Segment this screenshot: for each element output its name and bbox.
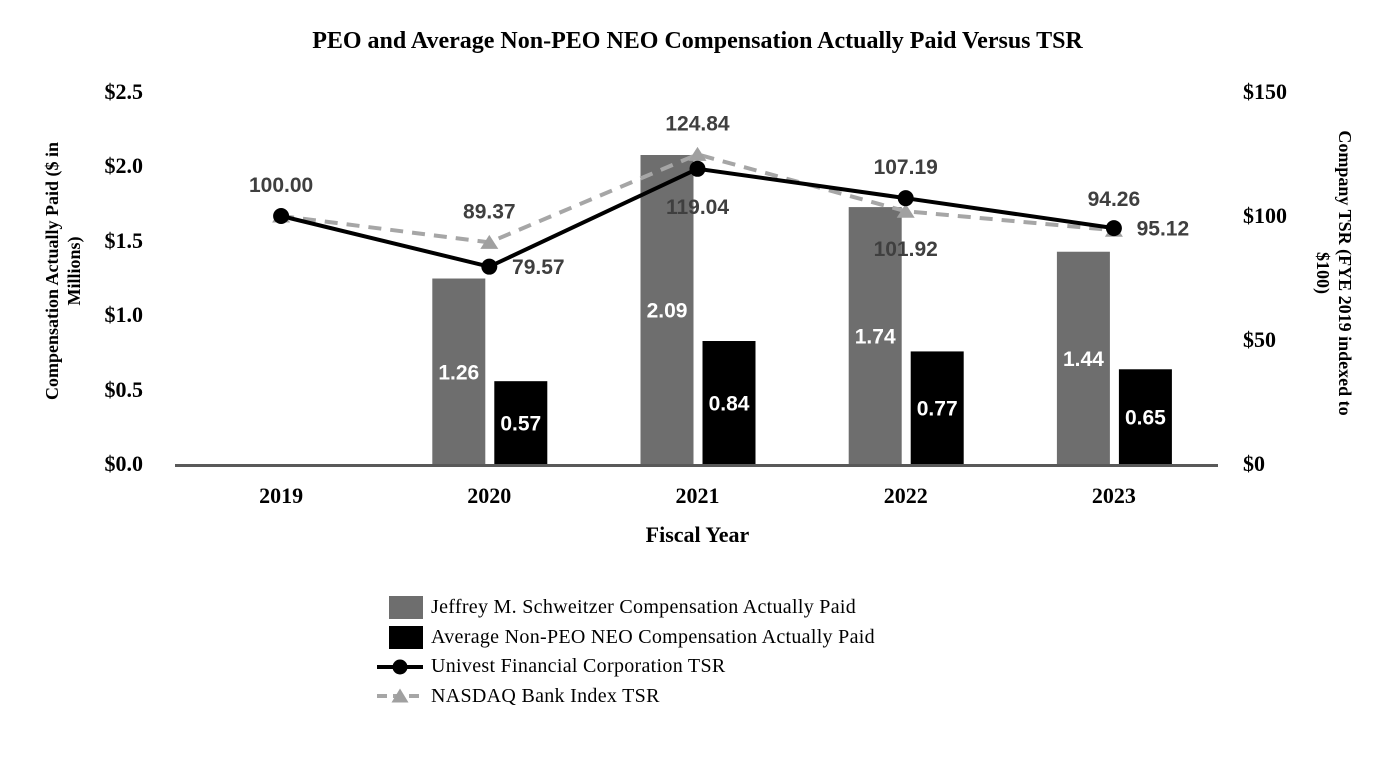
legend-row: Univest Financial Corporation TSR <box>377 652 875 682</box>
line-marker-triangle <box>896 203 915 218</box>
right-axis-tick: $50 <box>1243 327 1276 352</box>
bar-value-label: 0.84 <box>709 393 750 416</box>
left-axis-tick: $1.0 <box>104 302 144 328</box>
line-value-label: 124.84 <box>665 112 730 135</box>
right-axis-tick: $150 <box>1243 79 1287 104</box>
left-axis-tick: $0.0 <box>104 451 144 476</box>
bar-value-label: 1.44 <box>1063 348 1104 371</box>
legend-row: Average Non-PEO NEO Compensation Actuall… <box>377 623 875 653</box>
bar-value-label: 2.09 <box>647 300 688 323</box>
line-marker-circle <box>481 258 498 275</box>
bar <box>432 278 486 466</box>
line-value-label: 107.19 <box>874 156 938 179</box>
legend-label: Univest Financial Corporation TSR <box>431 655 726 678</box>
legend-line-marker <box>377 659 423 675</box>
line-marker-triangle <box>480 234 499 249</box>
line-value-label: 101.92 <box>874 238 938 261</box>
bar-value-label: 0.77 <box>917 398 958 421</box>
chart-title: PEO and Average Non-PEO NEO Compensation… <box>312 28 1083 54</box>
x-axis-tick: 2021 <box>675 483 720 508</box>
legend-bar-swatch <box>389 625 423 649</box>
triangle-marker-icon <box>391 688 409 703</box>
bar <box>1118 369 1172 466</box>
bar <box>640 155 694 466</box>
bar-value-label: 0.57 <box>500 413 541 436</box>
x-axis-tick: 2023 <box>1091 483 1136 508</box>
bar <box>702 341 756 466</box>
legend-bar-swatch <box>389 596 423 620</box>
legend-label: Jeffrey M. Schweitzer Compensation Actua… <box>431 596 857 619</box>
circle-marker-icon <box>392 659 408 675</box>
legend: Jeffrey M. Schweitzer Compensation Actua… <box>377 593 875 711</box>
bar-value-label: 0.65 <box>1125 407 1166 430</box>
bar <box>1056 251 1110 466</box>
bar <box>848 207 902 466</box>
line-marker-circle <box>273 208 290 224</box>
bar <box>494 381 548 466</box>
bar <box>910 351 964 466</box>
right-axis-tick: $100 <box>1243 203 1287 228</box>
legend-row: NASDAQ Bank Index TSR <box>377 682 875 712</box>
line-value-label: 94.26 <box>1088 188 1141 211</box>
line-marker-circle <box>689 160 706 177</box>
line-value-label: 89.37 <box>463 200 516 223</box>
legend-line-marker <box>377 688 423 703</box>
line-value-label: 119.04 <box>666 196 729 219</box>
line-value-label: 100.00 <box>249 174 313 197</box>
x-axis-tick: 2020 <box>467 483 512 508</box>
line-value-label: 95.12 <box>1137 218 1190 241</box>
left-axis-tick: $2.0 <box>104 153 144 179</box>
legend-row: Jeffrey M. Schweitzer Compensation Actua… <box>377 593 875 623</box>
bar-value-label: 1.74 <box>855 326 896 349</box>
left-axis-tick: $0.5 <box>104 376 144 402</box>
legend-label: Average Non-PEO NEO Compensation Actuall… <box>431 625 875 648</box>
bar-value-label: 1.26 <box>438 361 479 384</box>
left-axis-tick: $2.5 <box>104 79 144 104</box>
line-value-label: 79.57 <box>512 256 565 279</box>
line-marker-circle <box>1105 220 1122 237</box>
line-marker-triangle <box>688 146 707 161</box>
left-axis-tick: $1.5 <box>104 227 144 253</box>
x-axis-title: Fiscal Year <box>645 522 750 547</box>
line-marker-circle <box>897 190 914 207</box>
x-axis-tick: 2019 <box>259 483 304 508</box>
right-axis-tick: $0 <box>1243 451 1265 476</box>
legend-label: NASDAQ Bank Index TSR <box>431 684 660 707</box>
x-axis-tick: 2022 <box>883 483 928 508</box>
tsr-line <box>280 152 1115 245</box>
